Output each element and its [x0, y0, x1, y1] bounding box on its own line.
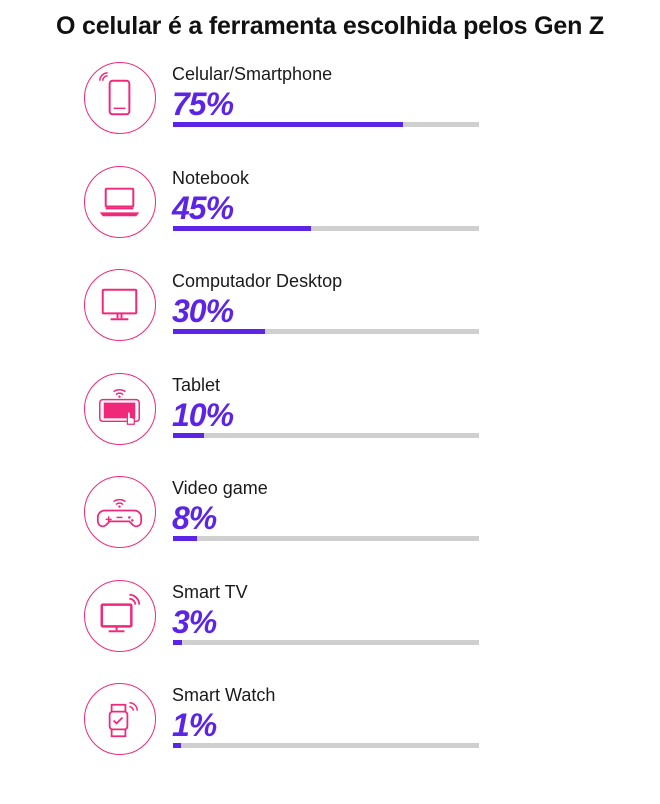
- chart-title: O celular é a ferramenta escolhida pelos…: [56, 12, 604, 40]
- bar-row: Smart TV 3%: [0, 579, 660, 660]
- category-label: Notebook: [172, 167, 250, 188]
- category-label: Celular/Smartphone: [172, 64, 333, 84]
- bar-row: Computador Desktop 30%: [0, 269, 660, 349]
- category-label: Computador Desktop: [172, 271, 343, 291]
- data-label: 45%: [172, 189, 234, 226]
- gamepad-icon: [84, 476, 156, 548]
- bar-track: [173, 639, 479, 645]
- bar-row: Smart Watch 1%: [0, 683, 660, 763]
- bar-row: Tablet 10%: [0, 372, 660, 453]
- smart-tv-icon: [84, 579, 156, 652]
- category-label: Smart Watch: [172, 685, 276, 705]
- smartphone-icon: [84, 62, 156, 134]
- desktop-monitor-icon: [84, 269, 156, 341]
- bar: [173, 743, 181, 748]
- data-label: 75%: [172, 86, 234, 122]
- laptop-icon: [84, 165, 156, 238]
- bar: [173, 329, 265, 334]
- bar: [173, 536, 198, 541]
- category-label: Tablet: [172, 374, 221, 395]
- data-label: 30%: [172, 293, 234, 329]
- smartwatch-icon: [84, 683, 156, 755]
- data-label: 10%: [172, 396, 234, 433]
- bar: [173, 122, 403, 127]
- bar-track: [173, 743, 479, 748]
- bar: [173, 639, 183, 645]
- tablet-icon: [84, 372, 156, 445]
- category-label: Video game: [172, 478, 268, 498]
- bar-track: [173, 536, 479, 541]
- data-label: 3%: [172, 603, 217, 640]
- bar: [173, 225, 311, 231]
- bar-track: [173, 329, 479, 334]
- bar: [173, 432, 204, 438]
- bar-track: [173, 432, 479, 438]
- bar-track: [173, 122, 479, 127]
- data-label: 1%: [172, 707, 217, 743]
- category-label: Smart TV: [172, 581, 248, 602]
- bar-row: Notebook 45%: [0, 165, 660, 246]
- bar-row: Celular/Smartphone 75%: [0, 62, 660, 142]
- data-label: 8%: [172, 500, 217, 536]
- bar-row: Video game 8%: [0, 476, 660, 556]
- bar-track: [173, 225, 479, 231]
